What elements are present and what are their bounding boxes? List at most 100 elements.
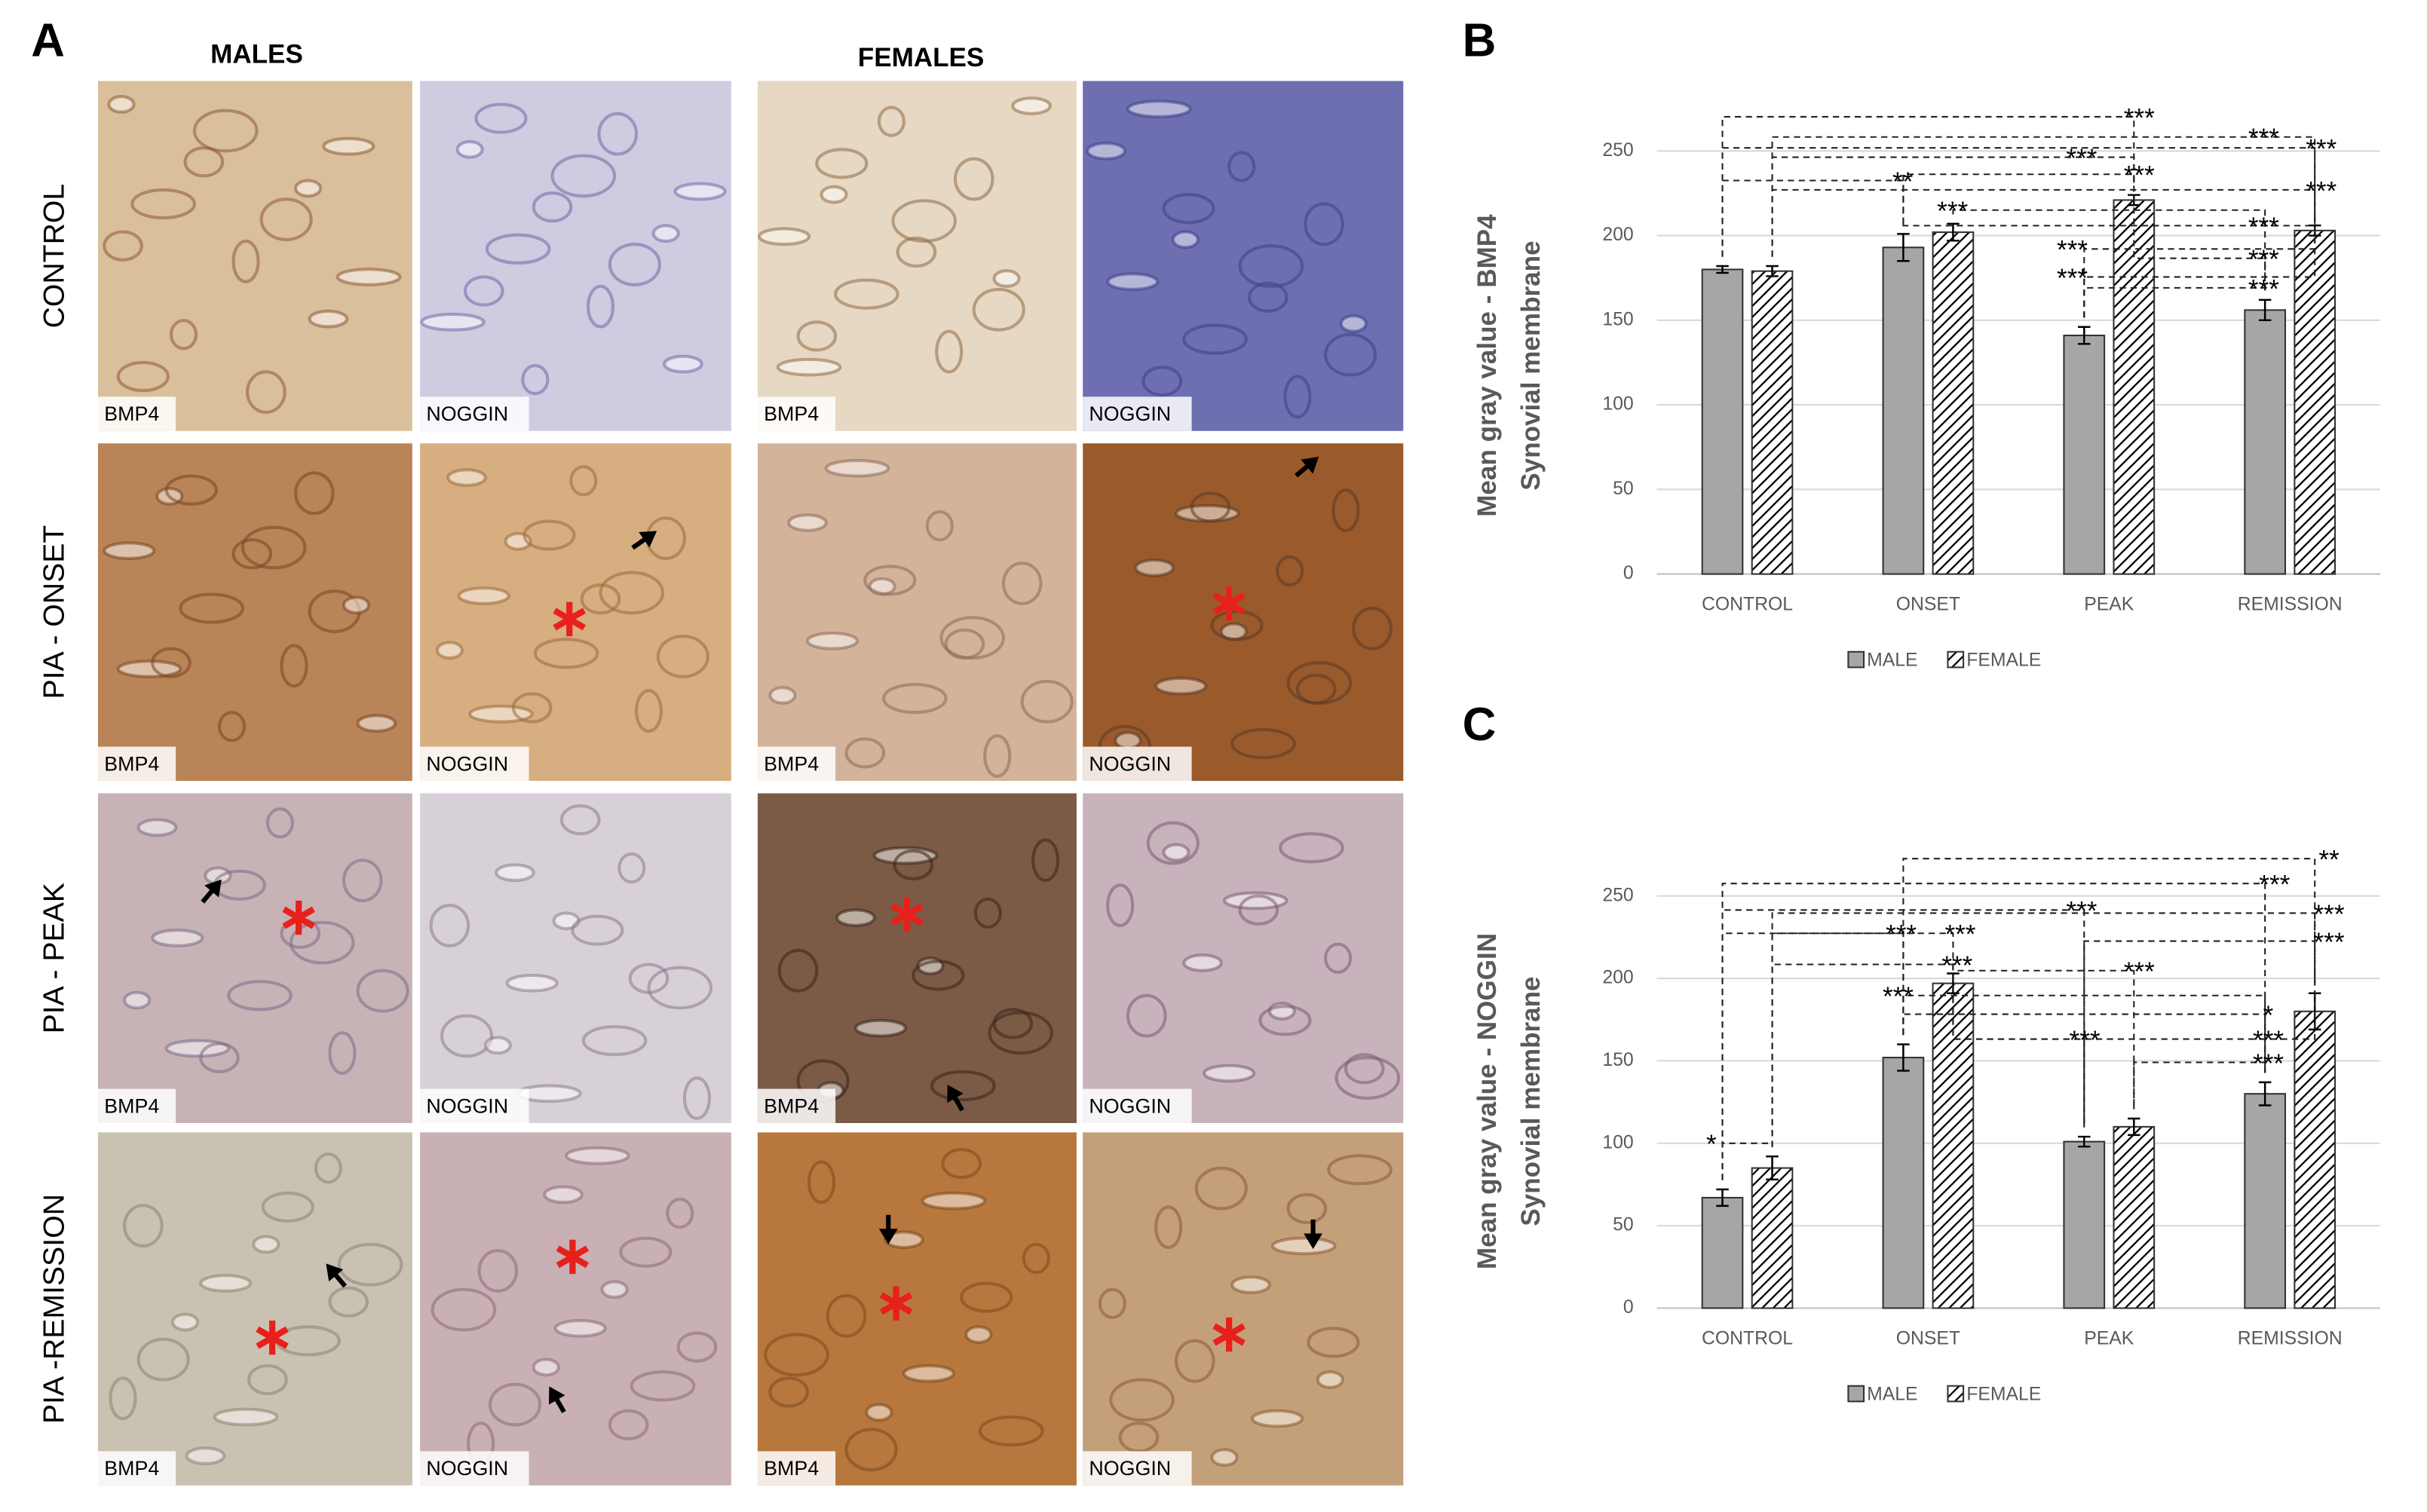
error-bar (1897, 1043, 1910, 1072)
tissue-texture (1022, 1242, 1050, 1275)
bar (2113, 199, 2156, 575)
error-bar (1947, 222, 1960, 242)
legend-swatch (1847, 1385, 1865, 1403)
significance-label: *** (2248, 245, 2279, 274)
x-tick-label: PEAK (2084, 1328, 2134, 1348)
image-background (757, 1132, 1077, 1486)
tissue-texture (308, 309, 349, 329)
red-asterisk (890, 897, 924, 932)
tissue-texture (608, 1409, 649, 1440)
tissue-texture (231, 538, 273, 570)
tissue-texture (1194, 1166, 1248, 1211)
y-tick-label: 150 (1602, 309, 1633, 329)
significance-bracket (1771, 136, 2316, 257)
y-tick-label: 200 (1602, 225, 1633, 245)
bar (1701, 1196, 1744, 1309)
histology-image: BMP4 (757, 1132, 1077, 1486)
legend-label: FEMALE (1966, 650, 2041, 671)
tissue-texture (1190, 491, 1231, 523)
tissue-texture (599, 571, 665, 615)
tissue-texture (1146, 821, 1200, 865)
tissue-texture (109, 1376, 137, 1421)
significance-label: ** (1892, 167, 1914, 197)
significance-label: *** (2124, 957, 2155, 987)
significance-bracket (1721, 1142, 1773, 1180)
tissue-texture (656, 635, 709, 678)
tissue-texture (663, 354, 703, 374)
significance-bracket (1952, 964, 2316, 1040)
tissue-texture (1283, 375, 1312, 419)
stain-label-box (97, 746, 176, 782)
tissue-texture (1352, 606, 1393, 650)
tissue-texture (569, 465, 598, 497)
tissue-texture (123, 1204, 164, 1248)
significance-label: *** (2314, 928, 2345, 957)
error-bar (2078, 1135, 2091, 1148)
tissue-texture (1251, 1409, 1304, 1428)
tissue-texture (1001, 562, 1043, 605)
bar (1882, 1057, 1925, 1309)
significance-bracket (1721, 932, 1905, 1180)
error-bar (1766, 1155, 1779, 1181)
tissue-texture (342, 595, 371, 615)
tissue-texture (1276, 555, 1304, 587)
tissue-texture (834, 278, 899, 310)
tissue-texture (136, 818, 178, 837)
tissue-texture (314, 1152, 342, 1184)
tissue-texture (252, 1235, 280, 1254)
y-axis-label: Synovial membrane (1516, 240, 1546, 490)
error-bar (1716, 1188, 1729, 1207)
significance-bracket (1771, 932, 1954, 1147)
tissue-texture (342, 859, 383, 902)
tissue-texture (1279, 832, 1344, 864)
tissue-texture (511, 692, 553, 724)
tissue-texture (1126, 993, 1167, 1038)
row-label: PIA - PEAK (38, 883, 71, 1033)
arrow-head (204, 879, 222, 898)
tissue-texture (960, 1281, 1013, 1313)
significance-bracket (1902, 1013, 2266, 1073)
bar (2063, 334, 2106, 575)
stain-label: NOGGIN (1089, 402, 1171, 425)
legend-swatch (1847, 650, 1865, 669)
tissue-texture (676, 1331, 718, 1363)
tissue-texture (356, 714, 397, 733)
tissue-texture (495, 863, 535, 883)
bar (2244, 1093, 2286, 1309)
stain-label-box (420, 746, 529, 782)
tissue-texture (151, 647, 192, 678)
tissue-texture (505, 973, 559, 993)
stain-label: NOGGIN (426, 752, 508, 775)
significance-label: * (2263, 1001, 2274, 1030)
tissue-texture (1182, 953, 1223, 972)
tissue-texture (1162, 193, 1215, 225)
red-asterisk (256, 1321, 289, 1355)
tissue-texture (619, 1236, 673, 1268)
tissue-texture (553, 1318, 607, 1338)
tissue-texture (896, 236, 937, 268)
x-tick-label: ONSET (1896, 594, 1960, 614)
tissue-texture (532, 1357, 560, 1377)
histology-image: NOGGIN (420, 81, 731, 431)
significance-label: *** (2306, 135, 2337, 164)
tissue-texture (983, 734, 1012, 778)
arrow-head (947, 1085, 964, 1103)
histology-image: NOGGIN (1083, 81, 1404, 431)
tissue-texture (844, 737, 886, 769)
tissue-texture (835, 908, 876, 927)
tissue-texture (877, 106, 906, 137)
tissue-texture (550, 154, 617, 198)
significance-bracket (2133, 185, 2266, 291)
stain-label: NOGGIN (1089, 752, 1171, 775)
tissue-texture (1304, 202, 1344, 246)
tissue-texture (293, 179, 323, 198)
significance-bracket (1721, 179, 1905, 257)
arrow (326, 1263, 348, 1288)
tissue-texture (824, 458, 890, 478)
histology-image: NOGGIN (420, 1132, 731, 1486)
error-bar (2258, 1081, 2272, 1106)
tissue-texture (1238, 894, 1279, 926)
significance-label: *** (1941, 951, 1972, 981)
bar (2294, 1010, 2337, 1309)
tissue-texture (231, 239, 260, 283)
